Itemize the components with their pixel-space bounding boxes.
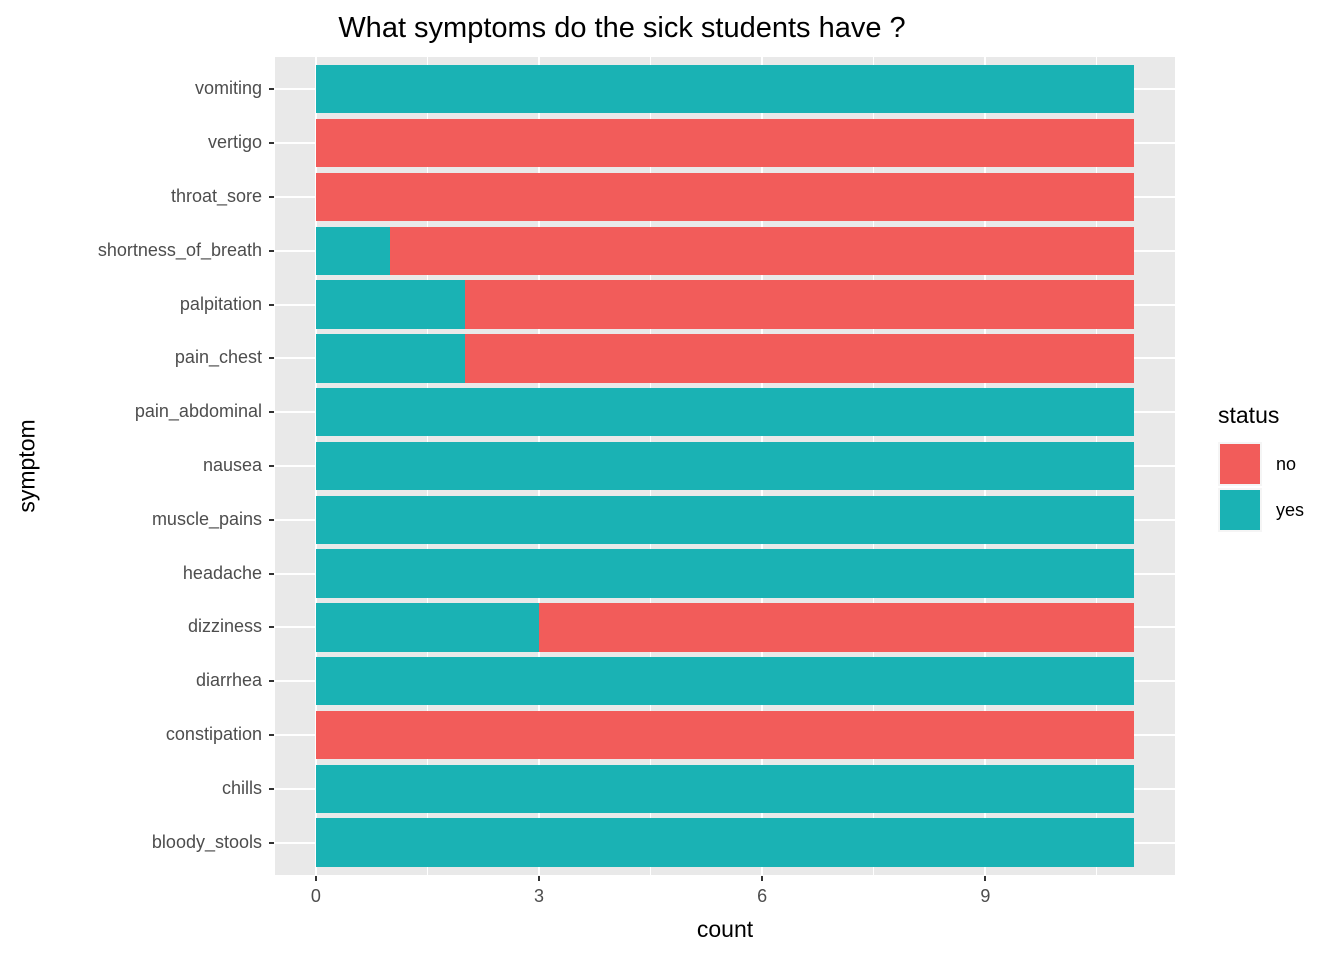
ytick-mark-throat_sore xyxy=(269,195,274,198)
ytick-label-chills: chills xyxy=(221,777,262,798)
legend-item-yes: yes xyxy=(1218,488,1304,532)
ytick-label-nausea: nausea xyxy=(202,455,262,475)
bar-constipation-no xyxy=(315,710,1135,760)
ytick-label-headache: headache xyxy=(182,562,262,583)
xtick-label-0: 0 xyxy=(310,886,321,906)
legend-label-no: no xyxy=(1276,453,1297,474)
bar-diarrhea-yes xyxy=(315,657,1135,706)
xtick-mark-3 xyxy=(538,876,541,881)
xtick-mark-6 xyxy=(761,876,764,881)
legend: status no yes xyxy=(1218,402,1304,534)
ytick-label-constipation: constipation xyxy=(165,724,262,745)
legend-key-yes-swatch xyxy=(1218,488,1262,532)
ytick-mark-vomiting xyxy=(269,88,274,91)
bar-headache-yes xyxy=(315,549,1135,598)
ytick-mark-chills xyxy=(269,787,274,790)
y-axis-title: symptom xyxy=(13,419,40,513)
ytick-mark-pain_abdominal xyxy=(269,411,274,414)
legend-items: no yes xyxy=(1218,442,1304,532)
xtick-label-6: 6 xyxy=(757,886,768,906)
ytick-label-bloody_stools: bloody_stools xyxy=(151,831,262,852)
ytick-label-pain_chest: pain_chest xyxy=(174,347,262,368)
ytick-mark-constipation xyxy=(269,734,274,737)
xtick-mark-0 xyxy=(314,876,317,881)
bar-chills-yes xyxy=(315,764,1135,814)
ytick-label-pain_abdominal: pain_abdominal xyxy=(134,401,262,422)
legend-label-yes: yes xyxy=(1276,499,1305,520)
chart-title: What symptoms do the sick students have … xyxy=(338,12,906,44)
ytick-label-diarrhea: diarrhea xyxy=(195,670,262,691)
xtick-label-9: 9 xyxy=(980,886,991,906)
bar-pain_chest-yes xyxy=(315,334,465,383)
bar-shortness_of_breath-yes xyxy=(315,226,391,275)
xtick-mark-9 xyxy=(984,876,987,881)
ytick-mark-muscle_pains xyxy=(269,518,274,521)
bar-nausea-yes xyxy=(315,441,1135,491)
bar-muscle_pains-yes xyxy=(315,495,1135,545)
ytick-label-dizziness: dizziness xyxy=(187,616,262,637)
legend-item-no: no xyxy=(1218,442,1304,486)
x-axis-title: count xyxy=(696,916,754,942)
xtick-label-3: 3 xyxy=(534,886,545,906)
legend-key-no-swatch xyxy=(1218,442,1262,486)
ytick-label-muscle_pains: muscle_pains xyxy=(151,508,262,529)
bar-palpitation-yes xyxy=(315,280,465,329)
ytick-label-vertigo: vertigo xyxy=(207,132,262,153)
ytick-mark-diarrhea xyxy=(269,680,274,683)
bar-pain_abdominal-yes xyxy=(315,387,1135,437)
ytick-label-shortness_of_breath: shortness_of_breath xyxy=(97,239,262,260)
bar-dizziness-no xyxy=(539,603,1135,652)
ytick-mark-headache xyxy=(269,572,274,575)
ytick-mark-nausea xyxy=(269,465,274,467)
bar-shortness_of_breath-no xyxy=(390,226,1135,275)
ytick-mark-bloody_stools xyxy=(269,841,274,844)
bar-bloody_stools-yes xyxy=(315,818,1135,867)
ytick-mark-shortness_of_breath xyxy=(269,249,274,252)
ytick-mark-palpitation xyxy=(269,303,274,306)
bar-vertigo-no xyxy=(315,118,1135,168)
bar-dizziness-yes xyxy=(315,603,540,652)
ytick-label-vomiting: vomiting xyxy=(194,78,262,99)
bar-vomiting-yes xyxy=(315,65,1135,114)
ytick-label-throat_sore: throat_sore xyxy=(170,185,262,206)
plot-panel xyxy=(275,57,1175,875)
bar-pain_chest-no xyxy=(464,334,1135,383)
bar-palpitation-no xyxy=(464,280,1135,329)
bar-throat_sore-no xyxy=(315,172,1135,222)
ytick-mark-pain_chest xyxy=(269,357,274,360)
ytick-mark-dizziness xyxy=(269,626,274,629)
ytick-mark-vertigo xyxy=(269,142,274,145)
ytick-label-palpitation: palpitation xyxy=(179,293,262,314)
legend-title: status xyxy=(1218,402,1280,428)
